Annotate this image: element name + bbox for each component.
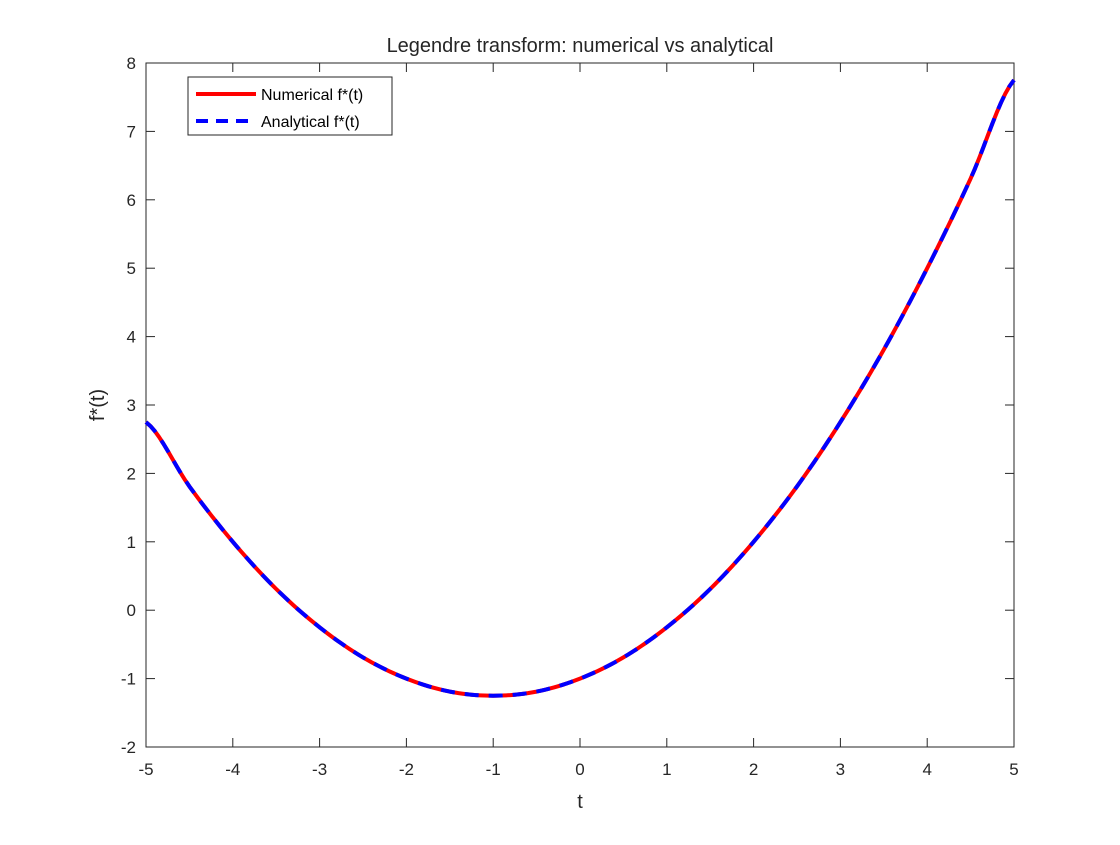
x-axis: -5 -4 -3 -2 -1 0 1 2 3 4 5 (138, 63, 1019, 779)
x-axis-label: t (577, 791, 583, 813)
y-tick-label: 1 (127, 533, 136, 552)
legend-label-analytical: Analytical f*(t) (261, 114, 360, 131)
x-tick-label: 1 (662, 760, 671, 779)
y-axis-label: f*(t) (87, 389, 109, 421)
x-tick-label: -5 (138, 760, 153, 779)
x-tick-label: -1 (486, 760, 501, 779)
y-tick-label: 8 (127, 54, 136, 73)
legend-box (187, 76, 393, 136)
plot-area (145, 62, 1015, 748)
x-tick-label: 3 (836, 760, 845, 779)
y-tick-label: 6 (127, 191, 136, 210)
chart-title: Legendre transform: numerical vs analyti… (387, 35, 774, 57)
x-tick-label: 4 (922, 760, 931, 779)
series-line-numerical (144, 78, 1016, 698)
series-group (144, 78, 1016, 698)
axes-box (145, 62, 1015, 748)
y-tick-label: 0 (127, 601, 136, 620)
y-tick-label: 7 (127, 122, 136, 141)
y-tick-label: 2 (127, 464, 136, 483)
y-tick-label: 5 (127, 259, 136, 278)
y-tick-label: -2 (121, 738, 136, 757)
legend: Numerical f*(t) Analytical f*(t) (187, 76, 393, 136)
x-tick-label: 5 (1009, 760, 1018, 779)
legend-label-numerical: Numerical f*(t) (261, 87, 363, 104)
y-tick-label: 3 (127, 396, 136, 415)
x-tick-label: -2 (399, 760, 414, 779)
x-tick-label: -3 (312, 760, 327, 779)
x-tick-label: -4 (225, 760, 240, 779)
x-tick-label: 2 (749, 760, 758, 779)
y-tick-label: 4 (127, 328, 136, 347)
x-tick-label: 0 (575, 760, 584, 779)
y-axis: -2 -1 0 1 2 3 4 5 6 7 8 (121, 54, 1014, 757)
y-tick-label: -1 (121, 670, 136, 689)
